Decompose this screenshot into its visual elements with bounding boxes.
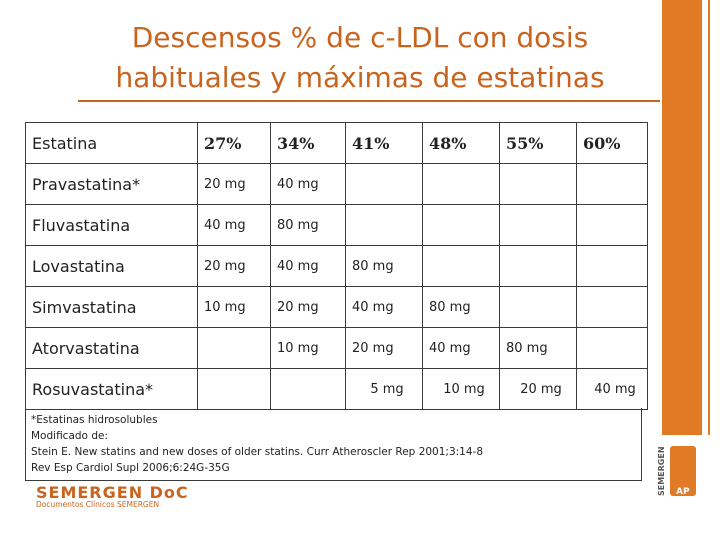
table-row: Fluvastatina 40 mg 80 mg [25,204,648,246]
logo-ap-text: AP [676,487,690,497]
table-row: Atorvastatina 10 mg 20 mg 40 mg 80 mg [25,327,648,369]
dose-cell: 10 mg [422,368,500,410]
table-row: Pravastatina* 20 mg 40 mg [25,163,648,205]
dose-cell [345,204,423,246]
title-underline [78,100,660,102]
dose-cell [499,163,577,205]
header-cell: 27% [197,122,271,164]
notes-box [25,408,642,481]
dose-cell: 40 mg [345,286,423,328]
dose-cell: 20 mg [270,286,346,328]
title-line-2: habituales y máximas de estatinas [115,61,605,94]
dose-cell [576,204,648,246]
header-cell: 41% [345,122,423,164]
dose-cell [576,163,648,205]
dose-cell: 40 mg [576,368,648,410]
dose-cell: 40 mg [270,245,346,287]
dose-cell [499,245,577,287]
title-line-1: Descensos % de c-LDL con dosis [131,21,589,54]
footnote-line: Rev Esp Cardiol Supl 2006;6:24G-35G [31,462,230,474]
semergen-doc-logo: SEMERGEN DoC Documentos Clínicos SEMERGE… [36,483,189,509]
dose-cell: 40 mg [270,163,346,205]
dose-cell: 10 mg [197,286,271,328]
side-accent-bar [662,0,710,435]
dose-cell [197,327,271,369]
statin-table: Estatina 27% 34% 41% 48% 55% 60% Pravast… [25,122,648,410]
drug-cell: Fluvastatina [25,204,198,246]
dose-cell: 40 mg [422,327,500,369]
semergen-ap-logo: SEMERGEN AP [650,440,700,502]
dose-cell [345,163,423,205]
dose-cell [422,204,500,246]
header-cell: 55% [499,122,577,164]
header-cell: 60% [576,122,648,164]
footnotes: *Estatinas hidrosolubles Modificado de: … [31,412,483,476]
header-cell: 34% [270,122,346,164]
table-row: Rosuvastatina* 5 mg 10 mg 20 mg 40 mg [25,368,648,410]
logo-vertical-text: SEMERGEN [657,446,666,496]
drug-cell: Rosuvastatina* [25,368,198,410]
dose-cell: 20 mg [197,163,271,205]
dose-cell [197,368,271,410]
dose-cell: 80 mg [499,327,577,369]
footnote-line: Stein E. New statins and new doses of ol… [31,446,483,458]
dose-cell [499,204,577,246]
dose-cell [576,327,648,369]
dose-cell: 80 mg [270,204,346,246]
dose-cell [422,163,500,205]
footnote-line: *Estatinas hidrosolubles [31,414,158,426]
dose-cell: 80 mg [422,286,500,328]
dose-cell: 20 mg [499,368,577,410]
dose-cell: 40 mg [197,204,271,246]
header-cell: 48% [422,122,500,164]
page-title: Descensos % de c-LDL con dosis habituale… [80,18,640,98]
dose-cell [576,245,648,287]
logo-title: SEMERGEN DoC [36,483,189,502]
drug-cell: Atorvastatina [25,327,198,369]
footnote-line: Modificado de: [31,430,108,442]
logo-subtitle: Documentos Clínicos SEMERGEN [36,500,160,509]
drug-cell: Simvastatina [25,286,198,328]
dose-cell: 20 mg [197,245,271,287]
table-row: Lovastatina 20 mg 40 mg 80 mg [25,245,648,287]
dose-cell [499,286,577,328]
dose-cell [270,368,346,410]
dose-cell [576,286,648,328]
dose-cell: 5 mg [345,368,423,410]
drug-cell: Lovastatina [25,245,198,287]
table-header-row: Estatina 27% 34% 41% 48% 55% 60% [25,122,648,164]
dose-cell: 10 mg [270,327,346,369]
dose-cell [422,245,500,287]
dose-cell: 20 mg [345,327,423,369]
drug-cell: Pravastatina* [25,163,198,205]
semergen-ap-logo-graphic: SEMERGEN AP [657,446,696,497]
dose-cell: 80 mg [345,245,423,287]
header-cell: Estatina [25,122,198,164]
logo-block [670,446,696,496]
table-row: Simvastatina 10 mg 20 mg 40 mg 80 mg [25,286,648,328]
